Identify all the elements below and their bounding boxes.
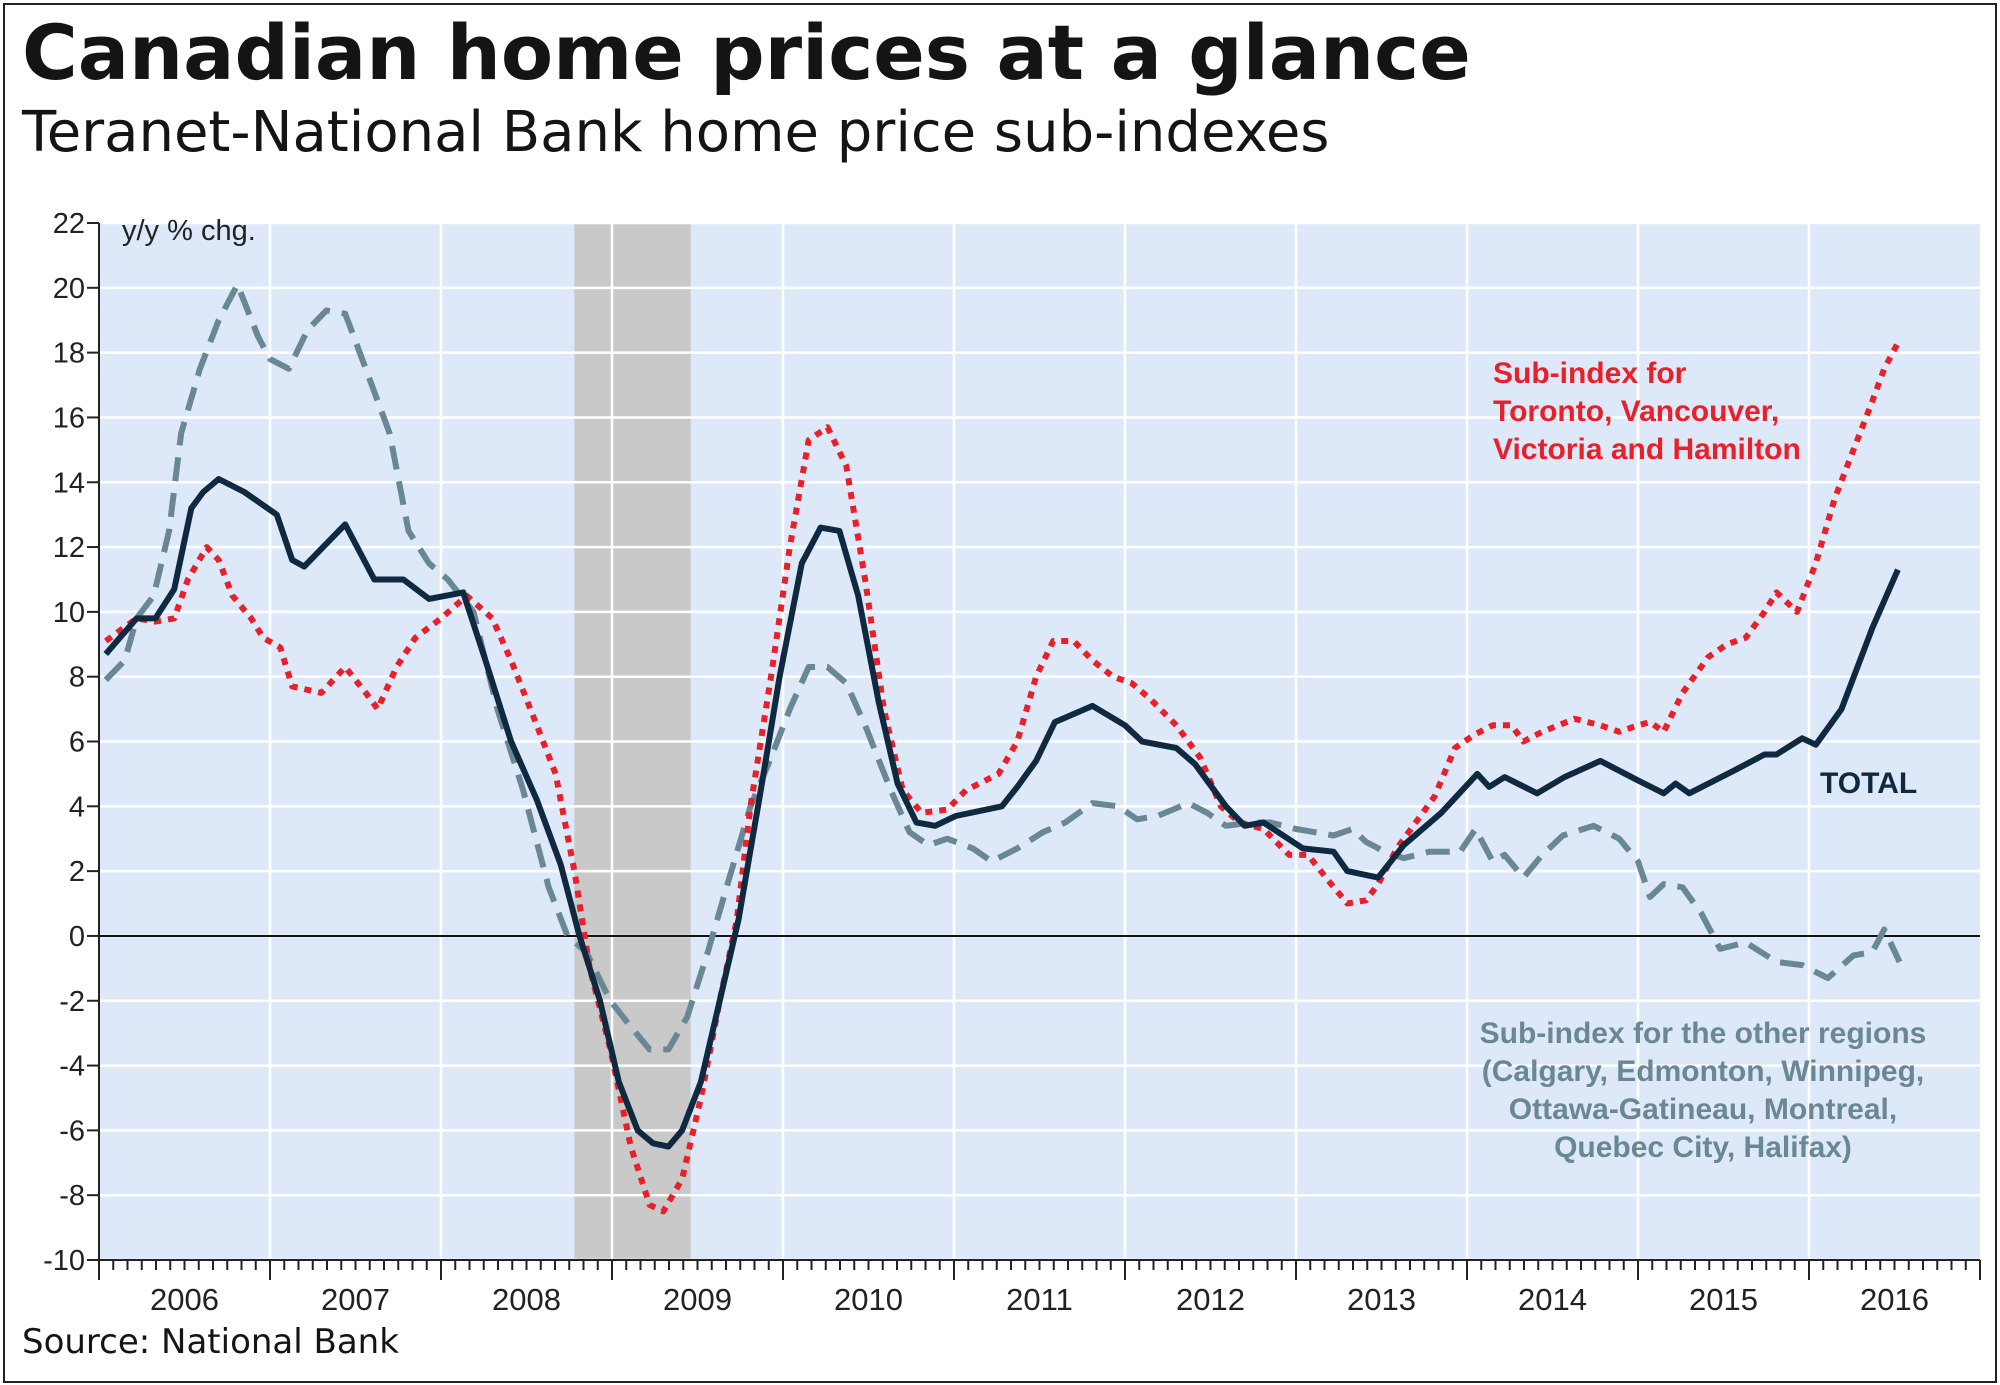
- y-tick-label: 18: [53, 338, 85, 370]
- annotation-other-line: Ottawa-Gatineau, Montreal,: [1509, 1093, 1897, 1126]
- annotation-toronto-line: Victoria and Hamilton: [1493, 433, 1801, 466]
- annotation-other-line: Sub-index for the other regions: [1480, 1017, 1927, 1050]
- series-lines: [103, 281, 1903, 1215]
- annotation-toronto-line: Sub-index for: [1493, 357, 1687, 390]
- series-line-other: [103, 281, 1903, 1053]
- x-tick-label: 2013: [1347, 1282, 1416, 1317]
- series-line-total: [103, 476, 1901, 1150]
- y-tick-label: 14: [53, 467, 85, 499]
- x-tick-label: 2015: [1689, 1282, 1758, 1317]
- annotation-other-line: Quebec City, Halifax): [1554, 1131, 1852, 1164]
- y-tick-label: 20: [53, 273, 85, 305]
- y-tick-label: 0: [69, 921, 85, 953]
- x-tick-label: 2006: [150, 1282, 219, 1317]
- y-tick-label: -8: [59, 1180, 85, 1212]
- x-tick-label: 2011: [1006, 1282, 1073, 1317]
- x-tick-label: 2014: [1518, 1282, 1587, 1317]
- x-tick-label: 2012: [1176, 1282, 1245, 1317]
- x-tick-label: 2007: [321, 1282, 390, 1317]
- y-tick-label: 12: [53, 532, 85, 564]
- chart-subtitle: Teranet-National Bank home price sub-ind…: [22, 100, 1330, 165]
- x-tick-label: 2016: [1860, 1282, 1929, 1317]
- y-tick-label: 10: [53, 597, 85, 629]
- annotations: Sub-index for Toronto, Vancouver, Victoria…: [1480, 357, 1927, 1164]
- y-tick-label: -10: [43, 1245, 85, 1277]
- chart-title: Canadian home prices at a glance: [22, 8, 1471, 97]
- x-tick-label: 2009: [663, 1282, 732, 1317]
- x-tick-label: 2008: [492, 1282, 561, 1317]
- y-tick-label: -6: [59, 1115, 85, 1147]
- y-tick-label: 2: [69, 856, 85, 888]
- annotation-toronto-line: Toronto, Vancouver,: [1493, 395, 1779, 428]
- y-axis-label: y/y % chg.: [122, 215, 256, 247]
- x-tick-label: 2010: [834, 1282, 903, 1317]
- y-tick-label: -4: [59, 1051, 85, 1083]
- series-line-toronto: [104, 341, 1901, 1215]
- y-tick-label: 4: [69, 791, 85, 823]
- annotation-total: TOTAL: [1820, 767, 1917, 800]
- source-note: Source: National Bank: [22, 1322, 399, 1362]
- y-tick-label: 16: [53, 402, 85, 434]
- y-tick-label: -2: [59, 986, 85, 1018]
- annotation-other-line: (Calgary, Edmonton, Winnipeg,: [1482, 1055, 1925, 1088]
- y-tick-label: 22: [53, 208, 85, 240]
- chart-frame: [3, 3, 1997, 1383]
- y-tick-label: 8: [69, 662, 85, 694]
- y-tick-label: 6: [69, 727, 85, 759]
